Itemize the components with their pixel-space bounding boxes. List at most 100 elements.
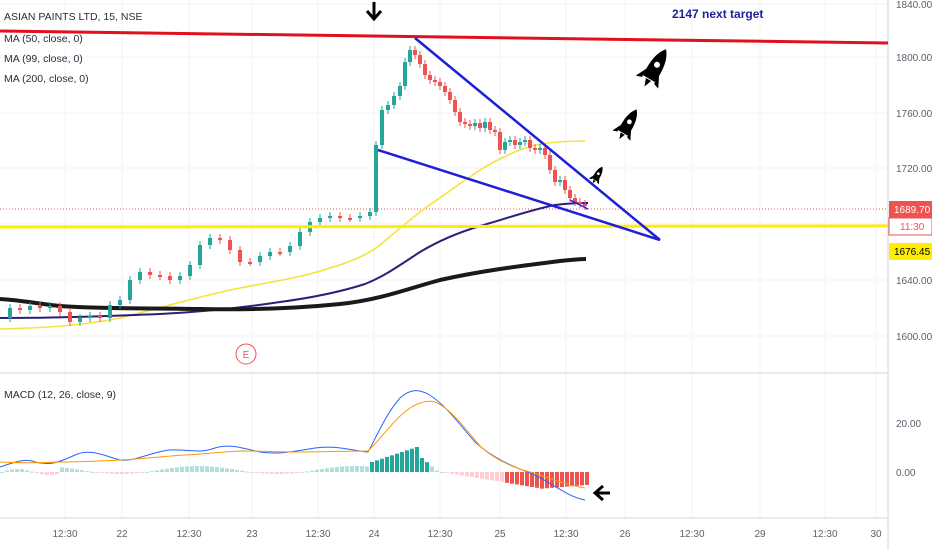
macd-bar: [505, 472, 509, 483]
macd-bar: [270, 472, 274, 474]
candle: [483, 122, 487, 128]
candle: [48, 306, 52, 308]
macd-bar: [350, 466, 354, 472]
candle: [553, 170, 557, 182]
macd-bar: [85, 471, 89, 473]
macd-bar: [520, 472, 524, 486]
macd-bar: [125, 472, 129, 474]
macd-bar: [470, 472, 474, 477]
macd-bar: [235, 469, 239, 472]
horizontal-level-badge: 1676.45: [889, 243, 932, 260]
candle: [433, 80, 437, 82]
macd-bar: [495, 472, 499, 482]
ma-200-legend[interactable]: MA (200, close, 0): [4, 73, 89, 85]
candle: [380, 110, 384, 145]
macd-bar: [370, 462, 374, 472]
candle: [358, 216, 362, 218]
macd-bar: [130, 472, 134, 474]
candle: [513, 140, 517, 145]
candle: [348, 218, 352, 220]
time-tick: 12:30: [305, 529, 330, 540]
candle: [392, 96, 396, 105]
candle: [498, 132, 502, 150]
candle: [403, 62, 407, 86]
macd-bar: [515, 472, 519, 485]
macd-bar: [185, 466, 189, 472]
wedge-small-line[interactable]: [569, 199, 589, 210]
macd-bar: [65, 467, 69, 472]
price-tick: 1720.00: [896, 164, 932, 175]
grid: [0, 0, 888, 518]
macd-bar: [425, 462, 429, 472]
symbol-title[interactable]: ASIAN PAINTS LTD, 15, NSE: [4, 11, 142, 23]
macd-bar: [535, 472, 539, 488]
time-tick: 30: [870, 529, 882, 540]
time-tick: 12:30: [553, 529, 578, 540]
macd-bar: [210, 466, 214, 472]
price-tick: 1800.00: [896, 53, 932, 64]
support-horizontal-line[interactable]: [0, 224, 889, 229]
earnings-badge[interactable]: E: [235, 343, 257, 365]
macd-bar: [115, 472, 119, 474]
macd-bar: [480, 472, 484, 479]
macd-bar: [315, 469, 319, 472]
candle: [108, 305, 112, 318]
macd-bar: [35, 472, 39, 474]
candle: [398, 86, 402, 96]
candle: [188, 265, 192, 276]
time-tick: 12:30: [812, 529, 837, 540]
macd-bar: [145, 471, 149, 473]
candle: [558, 180, 562, 182]
wedge-upper-line[interactable]: [414, 37, 661, 241]
candle: [408, 50, 412, 62]
candle: [578, 202, 582, 204]
macd-bar: [60, 467, 64, 472]
candle: [538, 148, 542, 150]
candle: [68, 312, 72, 322]
wedge-lower-line[interactable]: [377, 148, 661, 242]
macd-bar: [260, 472, 264, 474]
time-tick: 12:30: [679, 529, 704, 540]
candle: [488, 122, 492, 130]
macd-bar: [80, 470, 84, 472]
macd-legend[interactable]: MACD (12, 26, close, 9): [4, 389, 116, 401]
candle: [573, 198, 577, 202]
candle: [268, 252, 272, 256]
candle: [228, 240, 232, 250]
candle: [374, 145, 378, 212]
resistance-trendline[interactable]: [0, 29, 889, 45]
candle-countdown: 11:30: [900, 222, 925, 233]
candle: [543, 148, 547, 155]
rocket-icon: [612, 109, 637, 141]
macd-bar: [485, 472, 489, 480]
macd-bar: [540, 472, 544, 489]
macd-bar: [565, 472, 569, 487]
macd-bar: [265, 472, 269, 474]
candle: [503, 142, 507, 150]
macd-bar: [405, 450, 409, 472]
macd-bar: [410, 448, 414, 472]
arrow-down-icon: [365, 2, 383, 22]
candle: [248, 262, 252, 264]
macd-bar: [15, 469, 19, 472]
candle: [28, 306, 32, 310]
candle: [338, 216, 342, 218]
target-annotation[interactable]: 2147 next target: [672, 7, 763, 21]
time-tick: 12:30: [427, 529, 452, 540]
candle: [88, 316, 92, 318]
macd-tick: 0.00: [896, 468, 916, 479]
candle: [423, 64, 427, 75]
ma-50-legend[interactable]: MA (50, close, 0): [4, 33, 83, 45]
candle: [443, 86, 447, 92]
ma-99-legend[interactable]: MA (99, close, 0): [4, 53, 83, 65]
candle: [468, 124, 472, 126]
macd-bar: [455, 472, 459, 475]
candle: [463, 122, 467, 124]
macd-bar: [0, 472, 4, 473]
candle: [178, 276, 182, 280]
candle: [18, 308, 22, 310]
candle: [528, 140, 532, 148]
macd-bar: [320, 469, 324, 472]
candle: [218, 238, 222, 240]
